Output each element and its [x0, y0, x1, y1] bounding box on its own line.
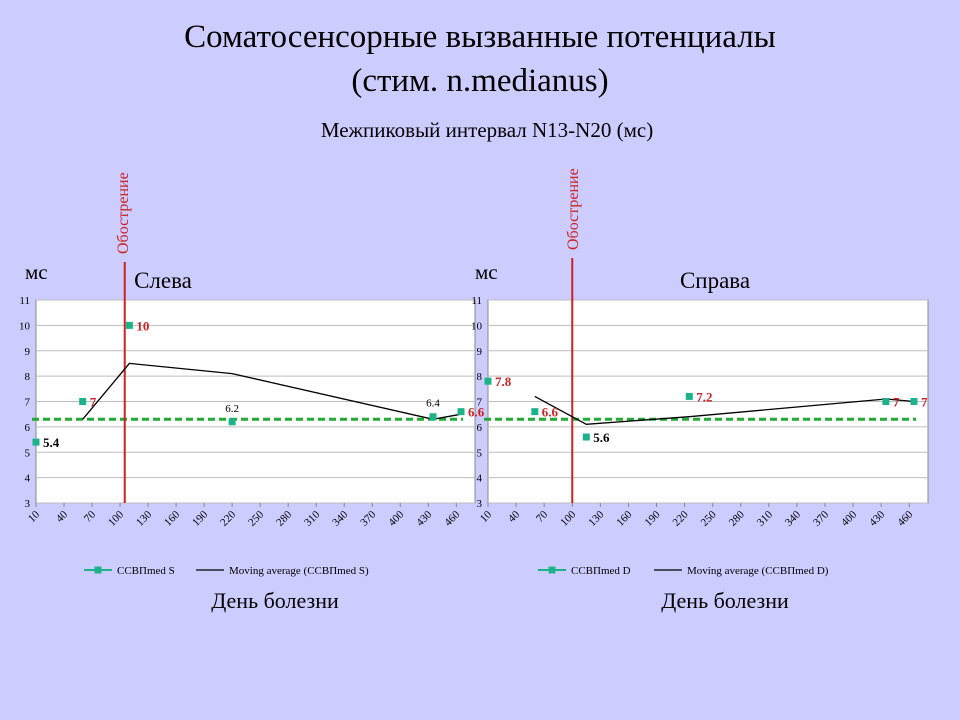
data-point	[457, 408, 465, 416]
y-tick-label: 11	[19, 295, 30, 307]
x-tick-label: 70	[534, 508, 551, 525]
y-tick-label: 11	[471, 295, 482, 307]
moving-average-line	[82, 362, 462, 420]
x-tick-label: 130	[586, 508, 607, 529]
data-point	[484, 377, 492, 385]
side-label: Слева	[134, 268, 192, 293]
x-tick-label: 160	[162, 508, 183, 529]
legend-marker	[94, 566, 102, 574]
y-tick-label: 4	[25, 473, 31, 485]
x-axis-caption-left: День болезни	[211, 588, 339, 613]
exacerbation-label: Обострение	[565, 168, 582, 250]
data-point	[79, 398, 87, 405]
chart-right: 3 4 5 6 7 8 9 10 11 10 40 70 100 130 160 190 220 250 280 31…	[471, 168, 929, 577]
x-tick-label: 430	[414, 508, 435, 529]
data-label: 6.6	[468, 405, 485, 420]
x-tick-label: 460	[442, 508, 463, 529]
data-label: 7	[90, 395, 97, 410]
x-tick-label: 280	[274, 508, 295, 529]
data-label: 6.6	[542, 405, 559, 420]
x-tick-label: 10	[26, 508, 43, 525]
x-tick-label: 340	[330, 508, 351, 529]
legend-marker	[548, 566, 556, 574]
legend-label: Moving average (ССВПmed D)	[687, 565, 829, 577]
x-tick-label: 100	[558, 508, 579, 529]
y-tick-label: 6	[477, 422, 483, 434]
x-tick-label: 220	[218, 508, 239, 529]
x-tick-label: 250	[699, 508, 720, 529]
moving-average-line	[534, 395, 915, 425]
legend-label: Moving average (ССВПmed S)	[229, 565, 369, 577]
data-label: 6.2	[225, 403, 239, 415]
data-point	[582, 433, 590, 441]
legend-label: ССВПmed D	[571, 565, 631, 577]
y-tick-label: 6	[25, 422, 31, 434]
x-tick-label: 430	[867, 508, 888, 529]
chart-subtitle: Межпиковый интервал N13-N20 (мс)	[320, 118, 654, 142]
x-tick-label: 310	[302, 508, 323, 529]
data-point	[910, 398, 918, 405]
y-tick-label: 10	[471, 320, 483, 332]
x-tick-label: 40	[506, 508, 523, 525]
x-tick-label: 310	[755, 508, 776, 529]
data-label: 7.2	[696, 389, 712, 404]
x-tick-label: 370	[811, 508, 832, 529]
x-tick-label: 220	[671, 508, 692, 529]
x-tick-label: 190	[190, 508, 211, 529]
y-tick-label: 8	[477, 371, 483, 383]
x-axis-caption-right: День болезни	[661, 588, 789, 613]
y-axis-label: мс	[475, 260, 498, 284]
y-tick-label: 3	[25, 498, 31, 510]
x-tick-label: 100	[106, 508, 127, 529]
legend-label: ССВПmed S	[117, 565, 175, 577]
y-tick-label: 5	[477, 447, 483, 459]
data-label: 7.8	[495, 374, 512, 389]
x-tick-label: 40	[54, 508, 71, 525]
y-tick-label: 8	[25, 371, 31, 383]
x-tick-label: 340	[783, 508, 804, 529]
slide-title: Соматосенсорные вызванные потенциалы	[184, 19, 776, 55]
data-label: 5.4	[43, 435, 60, 450]
y-tick-label: 4	[477, 473, 483, 485]
data-point	[429, 413, 437, 421]
y-tick-label: 10	[19, 320, 31, 332]
y-tick-label: 7	[477, 397, 483, 409]
x-tick-label: 160	[614, 508, 635, 529]
x-tick-label: 280	[727, 508, 748, 529]
data-point	[882, 398, 890, 405]
y-tick-label: 3	[477, 498, 483, 510]
data-point	[125, 321, 133, 329]
data-point	[32, 438, 40, 446]
data-point	[228, 418, 236, 426]
y-tick-label: 7	[25, 397, 31, 409]
slide-title-line2: (стим. n.medianus)	[351, 63, 609, 99]
y-axis-label: мс	[25, 260, 48, 284]
data-label: 6.4	[426, 398, 440, 410]
x-tick-label: 400	[839, 508, 860, 529]
y-tick-label: 9	[25, 346, 31, 358]
x-tick-label: 370	[358, 508, 379, 529]
data-label: 10	[136, 318, 149, 333]
exacerbation-label: Обострение	[115, 172, 132, 254]
x-tick-label: 70	[82, 508, 99, 525]
x-tick-label: 460	[895, 508, 916, 529]
data-label: 5.6	[593, 430, 610, 445]
x-tick-label: 190	[642, 508, 663, 529]
data-point	[531, 408, 539, 416]
data-label: 7	[921, 395, 928, 410]
data-label: 7	[893, 395, 900, 410]
data-point	[685, 392, 693, 400]
x-tick-label: 250	[246, 508, 267, 529]
y-tick-label: 9	[477, 346, 483, 358]
x-tick-label: 130	[134, 508, 155, 529]
y-tick-label: 5	[25, 447, 31, 459]
side-label: Справа	[680, 268, 750, 293]
x-tick-label: 400	[386, 508, 407, 529]
x-tick-label: 10	[478, 508, 495, 525]
